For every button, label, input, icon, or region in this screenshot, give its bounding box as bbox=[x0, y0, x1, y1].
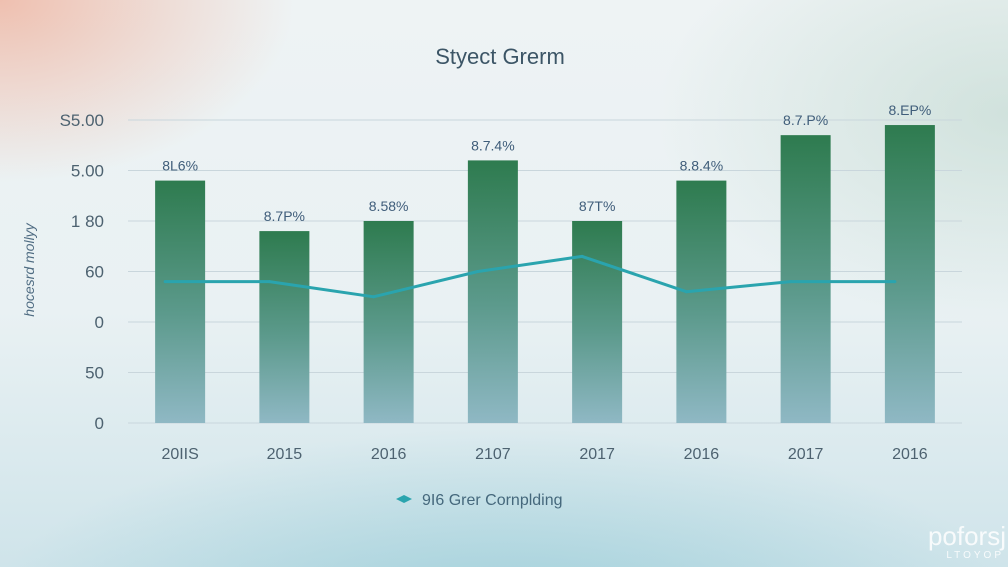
y-axis-label: hocesrd mollyy bbox=[21, 222, 37, 316]
bar bbox=[572, 221, 623, 423]
y-tick-label: 60 bbox=[85, 263, 104, 282]
y-tick-label: S5.00 bbox=[60, 111, 104, 130]
chart-title: Styect Grerm bbox=[435, 44, 565, 69]
bar-data-label: 87T% bbox=[579, 198, 616, 214]
line-point bbox=[476, 270, 480, 273]
bar bbox=[676, 180, 727, 423]
y-tick-label: 0 bbox=[95, 414, 104, 433]
bar bbox=[155, 180, 206, 423]
bar-data-label: 8.58% bbox=[369, 198, 409, 214]
watermark-subtext: LTOYOP bbox=[946, 550, 1004, 561]
bar bbox=[467, 160, 518, 423]
line-series bbox=[163, 254, 897, 299]
line-point bbox=[789, 280, 793, 284]
legend-label: 9I6 Grer Cornplding bbox=[422, 492, 563, 509]
x-tick-label: 2016 bbox=[371, 446, 407, 463]
y-tick-label: 1 80 bbox=[71, 212, 104, 231]
line-point bbox=[580, 254, 584, 258]
line-point bbox=[163, 280, 167, 284]
bar-data-label: 8L6% bbox=[162, 158, 198, 174]
x-tick-label: 2016 bbox=[892, 446, 928, 463]
bars bbox=[155, 125, 935, 424]
y-tick-label: 5.00 bbox=[71, 162, 104, 181]
bar-data-label: 8.EP% bbox=[888, 102, 931, 118]
y-axis-ticks: S5.00 5.00 1 80 60 0 50 0 bbox=[60, 111, 104, 433]
bar bbox=[780, 135, 831, 423]
line-point bbox=[893, 280, 897, 284]
bar-data-label: 8.7P% bbox=[264, 208, 305, 224]
legend-line-marker-icon bbox=[396, 495, 412, 503]
x-axis-ticks: 20IIS 2015 2016 2107 2017 2016 2017 2016 bbox=[161, 446, 927, 463]
x-tick-label: 2017 bbox=[579, 446, 615, 463]
watermark: poforsj LTOYOP bbox=[928, 521, 1006, 561]
line-point bbox=[267, 280, 271, 284]
line-point bbox=[684, 290, 688, 294]
y-tick-label: 50 bbox=[85, 364, 104, 383]
x-tick-label: 20IIS bbox=[161, 446, 198, 463]
bar bbox=[884, 125, 935, 424]
data-labels: 8L6% 8.7P% 8.58% 8.7.4% 87T% 8.8.4% 8.7.P% 8.EP… bbox=[162, 102, 931, 224]
gridlines bbox=[128, 119, 962, 424]
bar-data-label: 8.7.P% bbox=[783, 112, 828, 128]
line-point bbox=[372, 295, 376, 299]
legend: 9I6 Grer Cornplding bbox=[396, 492, 563, 509]
x-tick-label: 2107 bbox=[475, 446, 511, 463]
watermark-text: poforsj bbox=[928, 521, 1006, 551]
bar bbox=[363, 221, 414, 423]
bar-data-label: 8.8.4% bbox=[680, 158, 724, 174]
line-series-path bbox=[165, 254, 895, 299]
y-tick-label: 0 bbox=[95, 313, 104, 332]
bar bbox=[259, 231, 310, 423]
x-tick-label: 2017 bbox=[788, 446, 824, 463]
x-tick-label: 2015 bbox=[267, 446, 303, 463]
x-tick-label: 2016 bbox=[684, 446, 720, 463]
bar-data-label: 8.7.4% bbox=[471, 137, 515, 153]
